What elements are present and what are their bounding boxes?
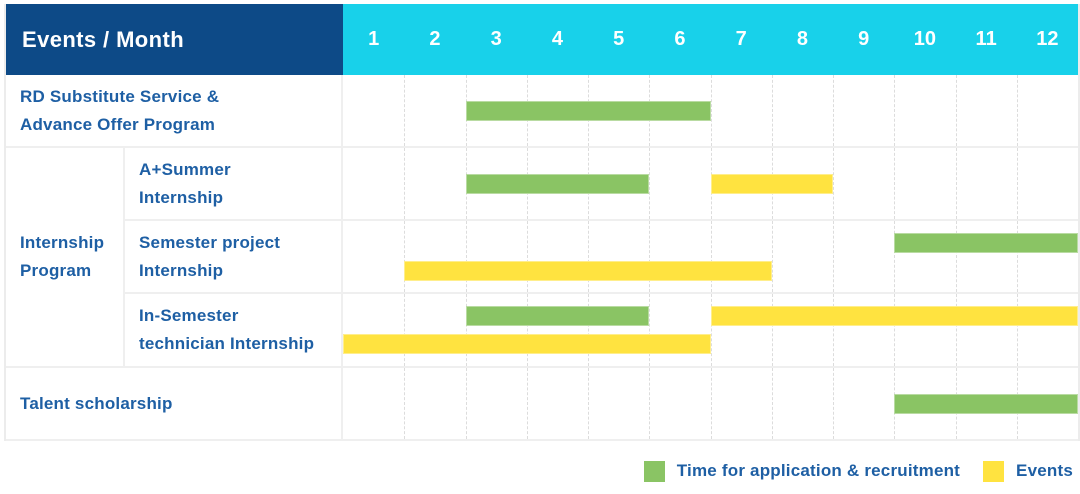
gantt-bar-events [404, 260, 772, 281]
group-label-internship-program: Internship Program [6, 148, 125, 368]
month-label: 8 [796, 28, 808, 50]
month-gridline [955, 294, 957, 366]
gantt-lane [343, 306, 1078, 326]
row-label-line: A+Summer [139, 159, 231, 179]
row-label-in-semester-technician: In-Semester technician Internship [125, 294, 343, 368]
month-gridline [465, 294, 467, 366]
chart-legend: Time for application & recruitment Event… [643, 456, 1073, 486]
row-label-rd-substitute: RD Substitute Service & Advance Offer Pr… [6, 75, 343, 148]
legend-item-events: Events [983, 460, 1073, 482]
month-gridline [894, 294, 896, 366]
gantt-bar-events [343, 334, 711, 354]
row-label-line: In-Semester [139, 306, 239, 325]
gantt-lane [343, 393, 1078, 414]
row-label-line: technician Internship [139, 334, 315, 353]
group-label-line: Program [20, 261, 92, 280]
month-gridline [526, 294, 528, 366]
green-swatch-icon [643, 460, 665, 482]
month-gridline [1016, 294, 1018, 366]
row-label-talent-scholarship: Talent scholarship [6, 368, 343, 441]
month-label: 4 [551, 28, 563, 50]
month-label: 1 [368, 28, 380, 50]
gantt-bar-events [710, 173, 833, 194]
gantt-lane [343, 173, 1078, 194]
table-title: Events / Month [22, 26, 185, 52]
month-label: 7 [735, 28, 747, 50]
row-label-a-plus-summer: A+Summer Internship [125, 148, 343, 221]
row-label-line: Talent scholarship [20, 393, 173, 413]
month-label: 9 [858, 28, 870, 50]
gantt-lane [343, 232, 1078, 253]
month-gridline [649, 294, 651, 366]
gantt-bar-events [710, 306, 1078, 326]
gantt-row-chart-a-plus-summer [343, 148, 1078, 221]
table-header-corner: Events / Month [6, 4, 343, 75]
group-label-line: Internship [20, 233, 105, 252]
gantt-bar-application [465, 100, 711, 121]
month-label: 2 [429, 28, 441, 50]
month-label: 10 [913, 28, 936, 50]
month-label: 12 [1036, 28, 1059, 50]
month-label: 6 [674, 28, 686, 50]
gantt-row-chart-talent-scholarship [343, 368, 1078, 441]
row-label-semester-project: Semester project Internship [125, 221, 343, 294]
month-label: 5 [613, 28, 625, 50]
row-label-line: RD Substitute Service & [20, 86, 220, 106]
legend-label: Events [1016, 461, 1073, 480]
month-label: 3 [490, 28, 502, 50]
month-gridline [404, 294, 406, 366]
month-header-row: 1 2 3 4 5 6 7 8 9 10 11 12 [343, 4, 1078, 75]
events-month-table: Events / Month 1 2 3 4 5 6 7 8 9 10 11 12 RD Substi… [4, 4, 1080, 441]
gantt-bar-application [894, 232, 1078, 253]
gantt-lane [343, 334, 1078, 354]
row-label-line: Semester project [139, 232, 281, 252]
row-label-line: Advance Offer Program [20, 114, 216, 134]
gantt-row-chart-semester-project [343, 221, 1078, 294]
month-gridline [588, 294, 589, 366]
row-label-line: Internship [139, 187, 224, 207]
row-label-line: Internship [139, 260, 224, 280]
gantt-bar-application [894, 393, 1078, 414]
yellow-swatch-icon [983, 460, 1005, 482]
gantt-row-chart-rd-substitute [343, 75, 1078, 148]
gantt-bar-application [465, 173, 650, 194]
month-gridline [710, 294, 712, 366]
gantt-bar-application [465, 306, 650, 326]
legend-label: Time for application & recruitment [676, 461, 961, 480]
legend-item-application: Time for application & recruitment [643, 460, 961, 482]
month-gridline [833, 294, 834, 366]
month-label: 11 [975, 28, 997, 50]
gantt-lane [343, 260, 1078, 281]
gantt-lane [343, 100, 1078, 121]
gantt-row-chart-in-semester-technician [343, 294, 1078, 368]
month-gridline [771, 294, 773, 366]
